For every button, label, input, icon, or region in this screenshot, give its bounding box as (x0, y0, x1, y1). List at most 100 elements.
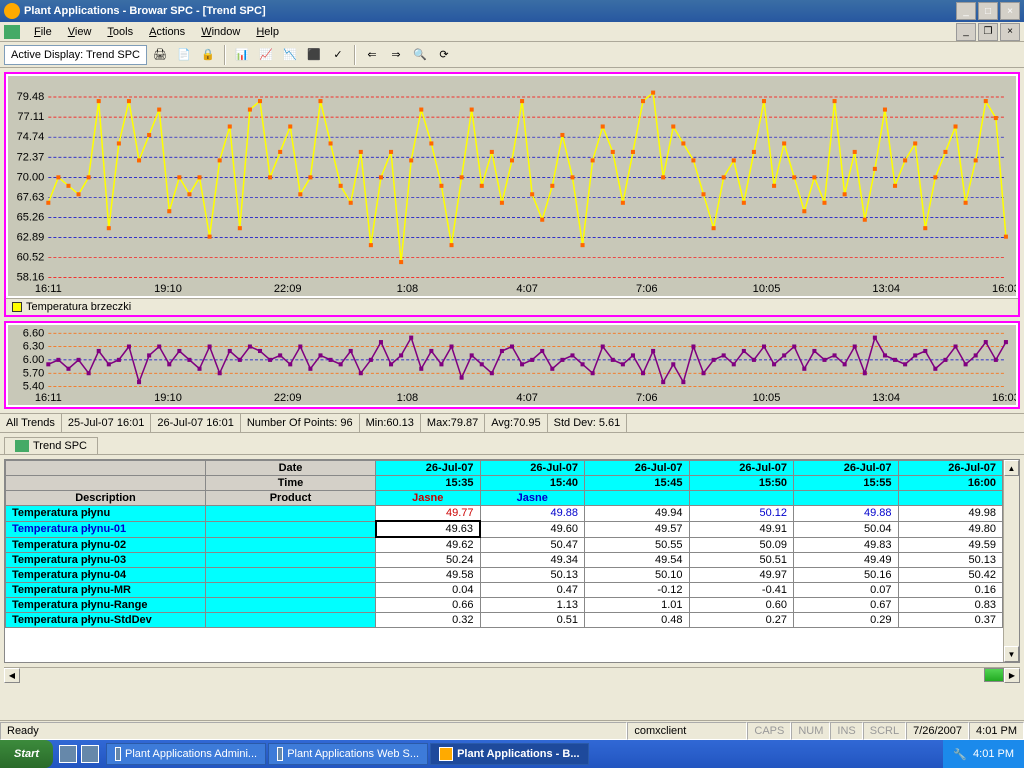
grid-cell[interactable]: 0.32 (376, 613, 481, 628)
mdi-minimize-button[interactable]: _ (956, 23, 976, 41)
menu-file[interactable]: File (26, 24, 60, 40)
grid-cell[interactable]: 0.66 (376, 598, 481, 613)
grid-cell[interactable]: 1.01 (585, 598, 690, 613)
status-alltrends[interactable]: All Trends (0, 414, 62, 432)
grid-cell[interactable]: 0.16 (898, 583, 1003, 598)
row-label[interactable]: Temperatura płynu-01 (6, 521, 206, 537)
grid-cell[interactable]: 50.12 (689, 506, 794, 522)
grid-cell[interactable]: 50.51 (689, 553, 794, 568)
grid-vscrollbar[interactable]: ▲ ▼ (1003, 460, 1019, 662)
minimize-button[interactable]: _ (956, 2, 976, 20)
mdi-restore-button[interactable]: ❐ (978, 23, 998, 41)
taskbar-task-1[interactable]: Plant Applications Admini... (106, 743, 266, 765)
row-label[interactable]: Temperatura płynu-StdDev (6, 613, 206, 628)
menu-view[interactable]: View (60, 24, 100, 40)
start-button[interactable]: Start (0, 740, 53, 768)
grid-cell[interactable]: 49.97 (689, 568, 794, 583)
grid-cell[interactable]: 49.54 (585, 553, 690, 568)
chart1-area[interactable]: 58.1660.5262.8965.2667.6370.0072.3774.74… (8, 76, 1016, 296)
grid-cell[interactable]: 50.13 (898, 553, 1003, 568)
grid-cell[interactable]: 49.60 (480, 521, 585, 537)
lock-button[interactable]: 🔒 (197, 44, 219, 66)
grid-cell[interactable]: 50.42 (898, 568, 1003, 583)
grid-cell[interactable]: 0.83 (898, 598, 1003, 613)
grid-cell[interactable]: 50.10 (585, 568, 690, 583)
grid-cell[interactable]: 49.91 (689, 521, 794, 537)
row-label[interactable]: Temperatura płynu-04 (6, 568, 206, 583)
row-label[interactable]: Temperatura płynu-02 (6, 537, 206, 553)
grid-cell[interactable]: 0.51 (480, 613, 585, 628)
grid-cell[interactable]: 49.83 (794, 537, 899, 553)
refresh-button[interactable]: ⟳ (433, 44, 455, 66)
row-label[interactable]: Temperatura płynu-03 (6, 553, 206, 568)
grid-cell[interactable]: -0.41 (689, 583, 794, 598)
grid-cell[interactable]: 50.55 (585, 537, 690, 553)
grid-cell[interactable]: -0.12 (585, 583, 690, 598)
grid-cell[interactable]: 49.58 (376, 568, 481, 583)
menu-tools[interactable]: Tools (99, 24, 141, 40)
check-button[interactable]: ✓ (327, 44, 349, 66)
scroll-down-icon[interactable]: ▼ (1004, 646, 1019, 662)
grid-cell[interactable]: 49.34 (480, 553, 585, 568)
mdi-close-button[interactable]: × (1000, 23, 1020, 41)
prev-button[interactable]: ⇐ (361, 44, 383, 66)
grid-cell[interactable]: 0.29 (794, 613, 899, 628)
tab-trend-spc[interactable]: Trend SPC (4, 437, 98, 454)
grid-cell[interactable]: 50.09 (689, 537, 794, 553)
grid-cell[interactable]: 49.59 (898, 537, 1003, 553)
grid-cell[interactable]: 49.63 (376, 521, 481, 537)
chart-button-3[interactable]: 📉 (279, 44, 301, 66)
ql-icon-1[interactable] (59, 745, 77, 763)
hscroll-thumb[interactable] (984, 668, 1004, 682)
grid-cell[interactable]: 49.80 (898, 521, 1003, 537)
menu-actions[interactable]: Actions (141, 24, 193, 40)
maximize-button[interactable]: □ (978, 2, 998, 20)
row-label[interactable]: Temperatura płynu-Range (6, 598, 206, 613)
grid-cell[interactable]: 1.13 (480, 598, 585, 613)
grid-cell[interactable]: 50.16 (794, 568, 899, 583)
print-button[interactable]: 🖨 (149, 44, 171, 66)
taskbar-task-2[interactable]: Plant Applications Web S... (268, 743, 428, 765)
grid-cell[interactable]: 50.04 (794, 521, 899, 537)
preview-button[interactable]: 📄 (173, 44, 195, 66)
scroll-right-icon[interactable]: ▶ (1004, 668, 1020, 683)
grid-cell[interactable]: 0.04 (376, 583, 481, 598)
chart2-area[interactable]: 5.405.706.006.306.6016:1119:1022:091:084… (8, 325, 1016, 405)
ql-icon-2[interactable] (81, 745, 99, 763)
tool-button-4[interactable]: ⬛ (303, 44, 325, 66)
grid-cell[interactable]: 50.47 (480, 537, 585, 553)
grid-cell[interactable]: 0.07 (794, 583, 899, 598)
chart-button-2[interactable]: 📈 (255, 44, 277, 66)
grid-cell[interactable]: 49.88 (794, 506, 899, 522)
grid-cell[interactable]: 49.77 (376, 506, 481, 522)
grid-cell[interactable]: 49.94 (585, 506, 690, 522)
grid-cell[interactable]: 0.60 (689, 598, 794, 613)
tray-icon[interactable]: 🔧 (953, 748, 967, 761)
grid-cell[interactable]: 49.57 (585, 521, 690, 537)
menu-window[interactable]: Window (193, 24, 248, 40)
grid-cell[interactable]: 49.49 (794, 553, 899, 568)
grid-table[interactable]: Date26-Jul-0726-Jul-0726-Jul-0726-Jul-07… (5, 460, 1003, 628)
close-button[interactable]: × (1000, 2, 1020, 20)
grid-cell[interactable]: 50.13 (480, 568, 585, 583)
row-label[interactable]: Temperatura płynu-MR (6, 583, 206, 598)
zoom-button[interactable]: 🔍 (409, 44, 431, 66)
grid-cell[interactable]: 0.47 (480, 583, 585, 598)
row-label[interactable]: Temperatura płynu (6, 506, 206, 522)
grid-hscrollbar[interactable]: ◀ ▶ (4, 667, 1020, 683)
grid-cell[interactable]: 49.88 (480, 506, 585, 522)
chart-button-1[interactable]: 📊 (231, 44, 253, 66)
grid-cell[interactable]: 49.98 (898, 506, 1003, 522)
scroll-left-icon[interactable]: ◀ (4, 668, 20, 683)
grid-cell[interactable]: 0.27 (689, 613, 794, 628)
system-tray[interactable]: 🔧 4:01 PM (943, 740, 1024, 768)
menu-help[interactable]: Help (248, 24, 287, 40)
taskbar-task-3[interactable]: Plant Applications - B... (430, 743, 588, 765)
grid-cell[interactable]: 0.48 (585, 613, 690, 628)
grid-cell[interactable]: 0.67 (794, 598, 899, 613)
next-button[interactable]: ⇒ (385, 44, 407, 66)
grid-cell[interactable]: 50.24 (376, 553, 481, 568)
scroll-up-icon[interactable]: ▲ (1004, 460, 1019, 476)
grid-cell[interactable]: 49.62 (376, 537, 481, 553)
grid-cell[interactable]: 0.37 (898, 613, 1003, 628)
